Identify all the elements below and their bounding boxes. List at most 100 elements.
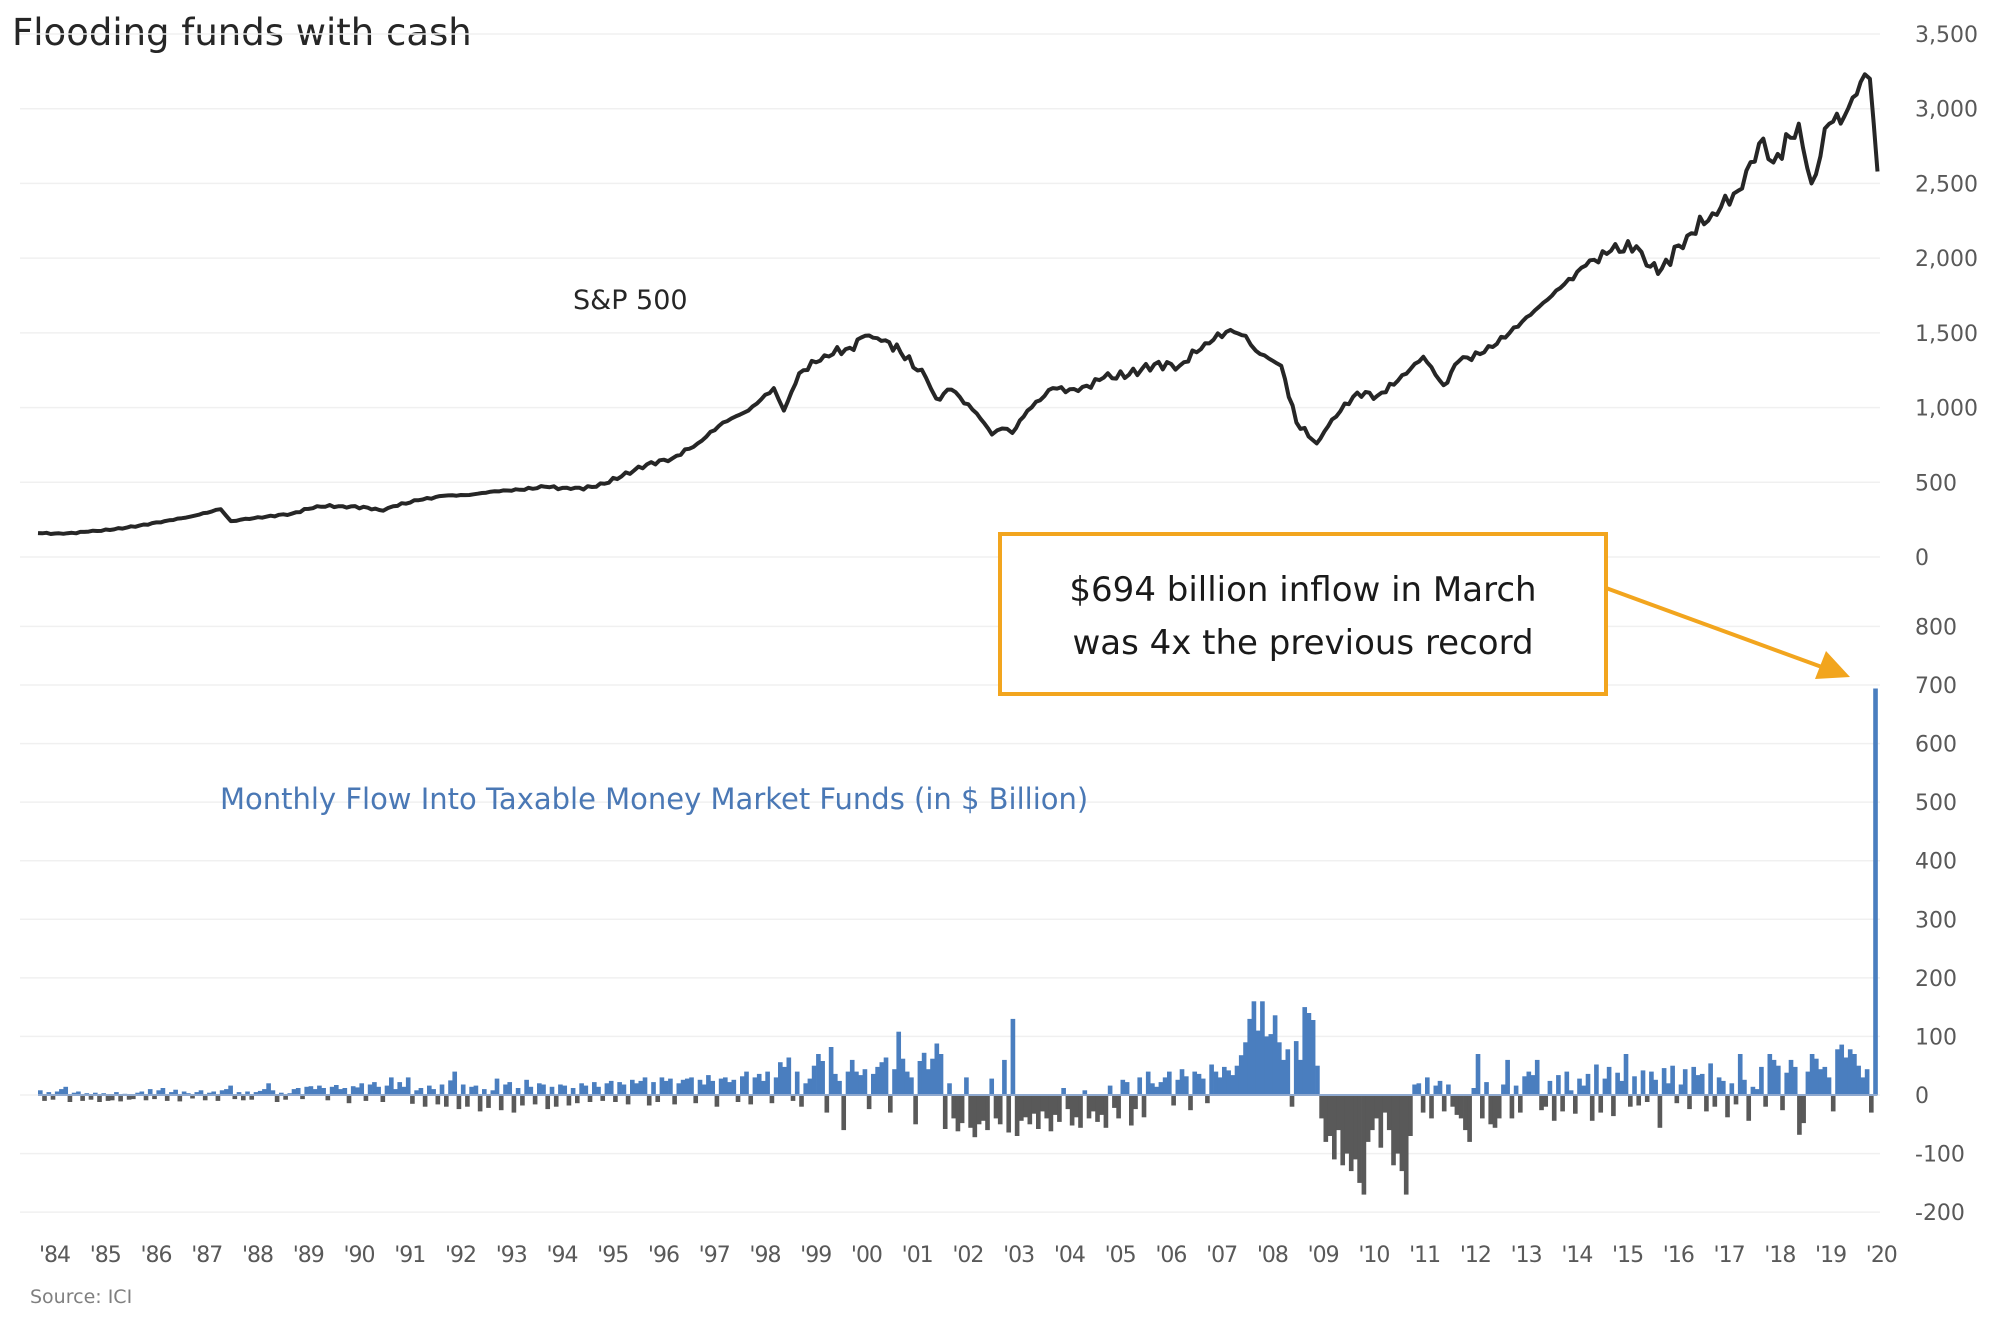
flow-bar: [642, 1077, 648, 1095]
flow-bar: [1501, 1084, 1506, 1095]
flow-bar: [1721, 1080, 1726, 1095]
flow-bar: [198, 1090, 204, 1095]
x-tick-label: '11: [1409, 1243, 1440, 1268]
flow-bar: [600, 1095, 606, 1101]
flow-bar: [1797, 1095, 1802, 1135]
flow-bar: [1272, 1015, 1278, 1095]
flow-bar: [976, 1095, 982, 1125]
flow-bar: [608, 1080, 614, 1095]
flow-bar: [553, 1095, 559, 1107]
flow-bar: [431, 1089, 436, 1095]
x-tick-label: '93: [496, 1243, 527, 1268]
flow-bar: [253, 1092, 259, 1095]
flow-bar: [1441, 1095, 1447, 1112]
flow-bar: [1002, 1059, 1007, 1095]
x-tick-label: '08: [1257, 1243, 1288, 1268]
flow-bar: [1285, 1049, 1291, 1095]
flow-bar: [735, 1095, 741, 1102]
x-tick-label: '95: [597, 1243, 628, 1268]
flow-bar: [858, 1075, 864, 1095]
flow-bar: [1742, 1079, 1747, 1095]
flow-bar: [389, 1077, 394, 1095]
y-tick-label: -100: [1915, 1143, 1965, 1168]
x-tick-label: '17: [1714, 1243, 1745, 1268]
y-tick-label: 700: [1915, 674, 1957, 699]
flow-bar: [663, 1080, 669, 1095]
flow-bar: [1446, 1084, 1451, 1095]
flow-bar: [1628, 1095, 1633, 1107]
flow-bar: [1315, 1065, 1320, 1095]
flow-bar: [190, 1095, 195, 1099]
flow-bar: [1019, 1095, 1024, 1121]
flow-bar: [981, 1095, 986, 1121]
flow-bar: [1437, 1080, 1443, 1095]
flow-bar: [1568, 1090, 1574, 1095]
flow-bar: [710, 1080, 716, 1095]
flow-bar: [300, 1095, 305, 1100]
flow-bar: [1776, 1065, 1781, 1095]
flow-bar: [1336, 1095, 1341, 1131]
flow-bar: [1154, 1086, 1160, 1095]
flow-bar: [1847, 1049, 1853, 1095]
flow-bar: [1327, 1095, 1333, 1136]
flow-bar: [1382, 1095, 1388, 1113]
flow-bar: [1505, 1059, 1510, 1095]
flow-bar: [1560, 1095, 1565, 1112]
flow-bar: [524, 1079, 529, 1095]
flow-bar: [1217, 1077, 1223, 1095]
flow-bars: [38, 688, 1878, 1195]
flow-bar: [1031, 1095, 1037, 1114]
flow-bar: [1310, 1020, 1316, 1095]
flow-bar: [816, 1054, 821, 1095]
flow-bar: [537, 1083, 542, 1095]
flow-bar: [338, 1089, 343, 1095]
flow-bar: [291, 1089, 297, 1095]
x-tick-label: '09: [1308, 1243, 1339, 1268]
flow-bar: [147, 1089, 153, 1095]
flow-bar: [1408, 1095, 1413, 1136]
flow-bar: [955, 1095, 961, 1132]
flow-bar: [1666, 1083, 1671, 1095]
flow-bar: [1687, 1095, 1692, 1110]
flow-bar: [879, 1062, 885, 1095]
flow-bar: [1754, 1089, 1760, 1095]
flow-bar: [989, 1078, 995, 1095]
flow-bar: [1141, 1095, 1147, 1118]
flow-bar: [646, 1095, 652, 1106]
flow-bar: [997, 1095, 1003, 1125]
flow-bar: [740, 1076, 745, 1095]
flow-bar: [875, 1066, 880, 1095]
flow-bar: [1488, 1095, 1494, 1125]
y-tick-label: 800: [1915, 615, 1957, 640]
flow-bar: [1691, 1066, 1697, 1095]
flow-bar: [1014, 1095, 1020, 1136]
flow-bar: [604, 1083, 610, 1095]
flow-bar: [1767, 1054, 1773, 1095]
flow-bar: [321, 1088, 326, 1095]
flow-bar: [1763, 1095, 1768, 1107]
flow-bar: [490, 1090, 496, 1095]
flow-bar: [397, 1082, 403, 1095]
x-tick-label: '18: [1764, 1243, 1795, 1268]
x-tick-label: '13: [1511, 1243, 1542, 1268]
flow-bar: [80, 1095, 85, 1101]
x-tick-label: '97: [699, 1243, 730, 1268]
flow-bar: [1792, 1066, 1798, 1095]
flow-bar: [1467, 1095, 1472, 1142]
source-note: Source: ICI: [30, 1286, 132, 1308]
flow-bar: [1636, 1095, 1642, 1106]
flow-bar: [904, 1071, 910, 1095]
annotation: $694 billion inflow in March was 4x the …: [998, 532, 1850, 696]
flow-bar: [1179, 1069, 1185, 1095]
x-tick-label: '94: [546, 1243, 577, 1268]
flow-bar: [1640, 1070, 1646, 1095]
flow-bar: [405, 1077, 411, 1095]
y-tick-label: 0: [1915, 546, 1929, 571]
flow-bar: [964, 1077, 969, 1095]
flow-bar: [1657, 1095, 1663, 1128]
flow-bar: [1302, 1007, 1308, 1095]
flow-bar: [811, 1065, 817, 1095]
flow-bar: [131, 1095, 136, 1100]
flow-gridlines: [20, 625, 1880, 1213]
flow-bar: [685, 1078, 690, 1095]
